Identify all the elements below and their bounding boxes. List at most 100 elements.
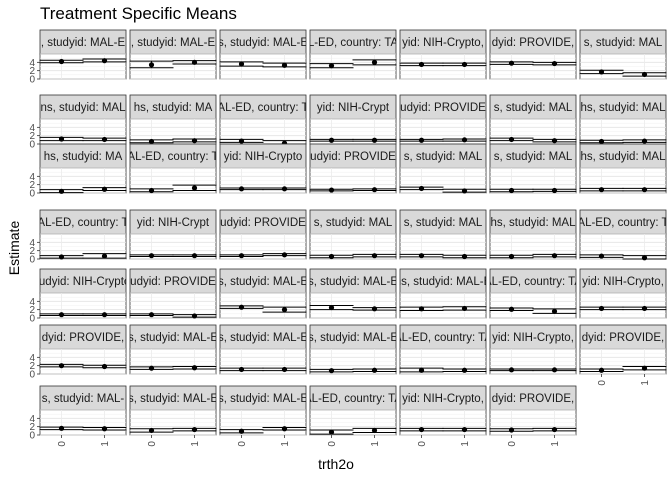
panel-strip (39, 94, 127, 120)
estimate-point (58, 425, 65, 431)
estimate-point (461, 137, 468, 143)
estimate-point (418, 61, 425, 68)
panel-label: yid: NIH-Crypto, (492, 332, 574, 344)
estimate-point (191, 138, 198, 144)
panel-strip (489, 29, 577, 55)
estimate-point (598, 69, 605, 75)
panel-label: dyid: PROVIDE, (492, 37, 574, 49)
panel-strip (489, 209, 577, 235)
x-tick-label: 0 (57, 441, 68, 447)
panel-strip (39, 209, 127, 235)
panel-strip (129, 385, 217, 411)
panel-strip (39, 385, 127, 411)
y-tick-label: 2 (29, 422, 35, 433)
estimate-point (641, 187, 648, 193)
panel-label: yid: NIH-Crypto (224, 151, 303, 163)
panel-strip (579, 143, 667, 169)
panel-label: s, studyid: MAL-E (218, 37, 308, 49)
x-tick-label: 1 (460, 441, 471, 447)
x-tick-label: 1 (280, 441, 291, 447)
panel-label: yid: NIH-Crypto, (402, 37, 484, 49)
x-axis-label: trth2o (318, 456, 354, 472)
estimate-point (58, 136, 65, 142)
panel-label: s, studyid: MAL-E (218, 332, 308, 344)
estimate-point (58, 312, 65, 318)
estimate-point (551, 138, 558, 144)
estimate-point (101, 426, 108, 432)
estimate-point (551, 426, 558, 433)
x-tick-label: 0 (147, 441, 158, 447)
panel-strip (489, 143, 577, 169)
panel-strip (309, 209, 397, 235)
x-tick-label: 0 (237, 441, 248, 447)
panel-label: s, studyid: MAL (494, 151, 573, 163)
panel-strip (219, 324, 307, 350)
y-tick-label: 4 (29, 414, 35, 425)
y-tick-label: 4 (29, 297, 35, 308)
panel-label: s, studyid: MAL (584, 37, 663, 49)
panel-strip (399, 94, 487, 120)
estimate-point (191, 426, 198, 433)
panel-label: dyid: PROVIDE, (582, 332, 664, 344)
panel-strip (309, 324, 397, 350)
panel-label: L-ED, country: TA (308, 37, 399, 49)
estimate-point (461, 253, 468, 260)
estimate-point (101, 312, 108, 318)
estimate-point (598, 187, 605, 193)
estimate-point (641, 255, 648, 261)
panel-strip (219, 209, 307, 235)
estimate-point (551, 308, 558, 314)
estimate-point (508, 306, 515, 312)
panel-label: s, studyid: MAL- (42, 393, 125, 405)
panel-strip (39, 29, 127, 55)
estimate-point (508, 187, 515, 194)
panel-label: AL-ED, country: T (217, 102, 308, 114)
estimate-point (371, 367, 378, 373)
estimate-point (281, 62, 288, 68)
estimate-point (551, 60, 558, 67)
x-tick-label: 1 (550, 441, 561, 447)
panel-strip (219, 29, 307, 55)
estimate-point (328, 253, 335, 260)
panel-label: yid: NIH-Crypto, (582, 276, 664, 288)
x-tick-label: 0 (417, 441, 428, 447)
panel-strip (399, 143, 487, 169)
y-tick-label: 2 (29, 246, 35, 257)
estimate-point (508, 367, 515, 373)
panel-strip (399, 209, 487, 235)
panel-strip (489, 324, 577, 350)
estimate-point (328, 137, 335, 143)
y-tick-label: 4 (29, 353, 35, 364)
panel-label: s, studyid: MAL-E (218, 276, 308, 288)
panel-strip (219, 385, 307, 411)
estimate-point (58, 188, 65, 194)
estimate-point (58, 363, 65, 369)
panel-strip (39, 268, 127, 294)
panel-strip (129, 29, 217, 55)
estimate-point (328, 368, 335, 374)
panel-label: dyid: PROVIDE, (42, 332, 124, 344)
x-tick-label: 1 (640, 380, 651, 386)
estimate-point (598, 138, 605, 145)
chart-title: Treatment Specific Means (40, 4, 237, 23)
estimate-point (238, 428, 245, 434)
y-tick-label: 0 (29, 255, 35, 266)
estimate-point (371, 253, 378, 259)
y-tick-label: 0 (29, 189, 35, 200)
panel-label: hs, studyid: MAL (580, 102, 666, 114)
x-tick-label: 1 (370, 441, 381, 447)
panel-label: , studyid: MAL-E (41, 37, 126, 49)
panel-label: s, studyid: MAL-E (128, 332, 218, 344)
panel-label: udyid: PROVIDE (400, 102, 486, 114)
panel-label: s, studyid: MAL (404, 151, 483, 163)
estimate-point (641, 305, 648, 312)
y-tick-label: 0 (29, 75, 35, 86)
panel-label: udyid: PROVIDE (130, 276, 216, 288)
y-tick-label: 4 (29, 172, 35, 183)
estimate-point (328, 304, 335, 311)
estimate-point (191, 59, 198, 65)
estimate-point (371, 187, 378, 193)
estimate-point (101, 186, 108, 192)
estimate-point (148, 365, 155, 371)
y-tick-label: 4 (29, 58, 35, 69)
